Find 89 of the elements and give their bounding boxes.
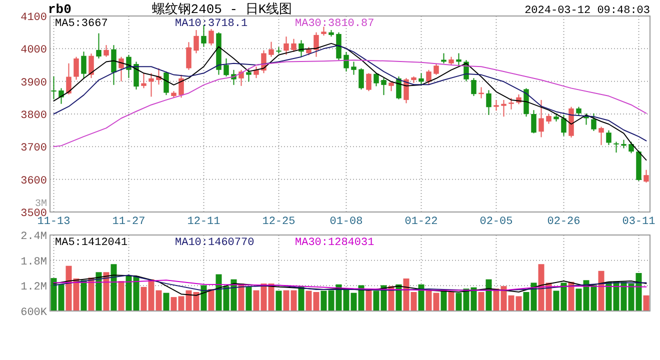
candlestick bbox=[164, 71, 169, 96]
text: MA5:3667 bbox=[55, 18, 108, 30]
candlestick bbox=[404, 78, 409, 104]
candlestick bbox=[96, 32, 102, 59]
candlestick bbox=[388, 80, 394, 92]
candlestick bbox=[508, 97, 514, 110]
line-series bbox=[53, 60, 647, 148]
text: MA5:1412041 bbox=[55, 237, 128, 249]
candlestick bbox=[606, 130, 612, 146]
candlestick bbox=[381, 78, 386, 96]
candlestick bbox=[74, 56, 79, 80]
candlestick bbox=[254, 66, 259, 79]
candlestick bbox=[208, 28, 214, 46]
candlestick bbox=[51, 76, 56, 100]
candlestick bbox=[456, 52, 462, 66]
candlestick bbox=[418, 72, 424, 86]
text: MA10:1460770 bbox=[175, 237, 254, 249]
candlestick bbox=[194, 30, 199, 54]
line-series bbox=[53, 274, 647, 296]
candlestick bbox=[111, 44, 116, 86]
candlestick bbox=[471, 78, 476, 97]
candlestick bbox=[246, 68, 252, 82]
candlestick bbox=[81, 51, 86, 79]
candlestick bbox=[426, 69, 432, 86]
y-tick-label: 2.4M bbox=[20, 231, 47, 243]
candlestick bbox=[434, 64, 439, 76]
candlestick bbox=[366, 72, 372, 92]
candlestick bbox=[238, 69, 244, 86]
candlestick bbox=[134, 61, 139, 90]
candlestick bbox=[148, 72, 154, 98]
y-tick-label: 4000 bbox=[20, 44, 47, 57]
candlestick bbox=[358, 68, 364, 90]
candlestick bbox=[501, 99, 506, 118]
x-tick-label: 03-11 bbox=[622, 216, 656, 228]
candlestick bbox=[351, 61, 356, 76]
text: MA30:1284031 bbox=[295, 237, 375, 249]
text: MA10:3718.1 bbox=[175, 18, 248, 30]
candlestick bbox=[344, 51, 349, 72]
candlestick bbox=[224, 58, 229, 77]
x-tick-label: 12-25 bbox=[262, 216, 296, 228]
candlestick bbox=[88, 53, 94, 79]
candlestick bbox=[141, 72, 146, 89]
candlestick bbox=[494, 99, 499, 112]
x-tick-label: 02-05 bbox=[480, 216, 513, 228]
x-tick-label: 01-08 bbox=[330, 216, 363, 228]
candlestick bbox=[186, 42, 192, 70]
text: 3M bbox=[34, 199, 47, 210]
candlestick bbox=[396, 76, 402, 100]
candlestick bbox=[591, 112, 596, 132]
candlestick bbox=[66, 62, 72, 95]
chart-title: 螺纹钢2405 - 日K线图 bbox=[152, 2, 292, 17]
line-series bbox=[53, 44, 647, 142]
candlestick bbox=[614, 141, 619, 154]
candlestick bbox=[374, 72, 379, 87]
x-tick-label: 12-11 bbox=[187, 216, 221, 228]
candlestick bbox=[538, 99, 544, 138]
candlestick bbox=[561, 114, 566, 136]
candlestick bbox=[486, 90, 492, 116]
y-tick-label: 3900 bbox=[20, 77, 47, 90]
candlestick bbox=[644, 169, 649, 184]
y-tick-label: 600K bbox=[20, 307, 48, 319]
line-series bbox=[53, 274, 647, 292]
y-tick-label: 3600 bbox=[20, 175, 47, 188]
candlestick bbox=[104, 44, 109, 58]
x-tick-label: 01-22 bbox=[404, 216, 438, 228]
candlestick bbox=[298, 40, 304, 58]
text: MA30:3810.87 bbox=[295, 18, 374, 30]
y-tick-label: 3800 bbox=[20, 110, 47, 122]
candlestick bbox=[314, 32, 319, 58]
x-tick-label: 02-26 bbox=[547, 216, 580, 228]
candlestick bbox=[268, 41, 274, 58]
y-tick-label: 1.8M bbox=[20, 256, 47, 268]
y-tick-label: 1.2M bbox=[20, 282, 47, 294]
candlestick bbox=[546, 114, 552, 124]
candlestick bbox=[118, 56, 124, 82]
candlestick bbox=[201, 24, 206, 48]
x-tick-label: 11-27 bbox=[112, 216, 146, 228]
candlestick bbox=[58, 88, 64, 104]
annotation: 2024-03-12 09:48:03 bbox=[524, 5, 650, 17]
candlestick bbox=[284, 36, 289, 56]
candlestick bbox=[628, 141, 634, 154]
line-series bbox=[53, 280, 647, 291]
y-tick-label: 4100 bbox=[20, 12, 47, 24]
candlestick bbox=[178, 74, 184, 98]
candlestick bbox=[531, 110, 536, 134]
candlestick bbox=[291, 38, 296, 52]
y-tick-label: 3700 bbox=[20, 142, 47, 155]
annotation: rb0 bbox=[48, 2, 72, 17]
candlestick bbox=[598, 126, 604, 146]
